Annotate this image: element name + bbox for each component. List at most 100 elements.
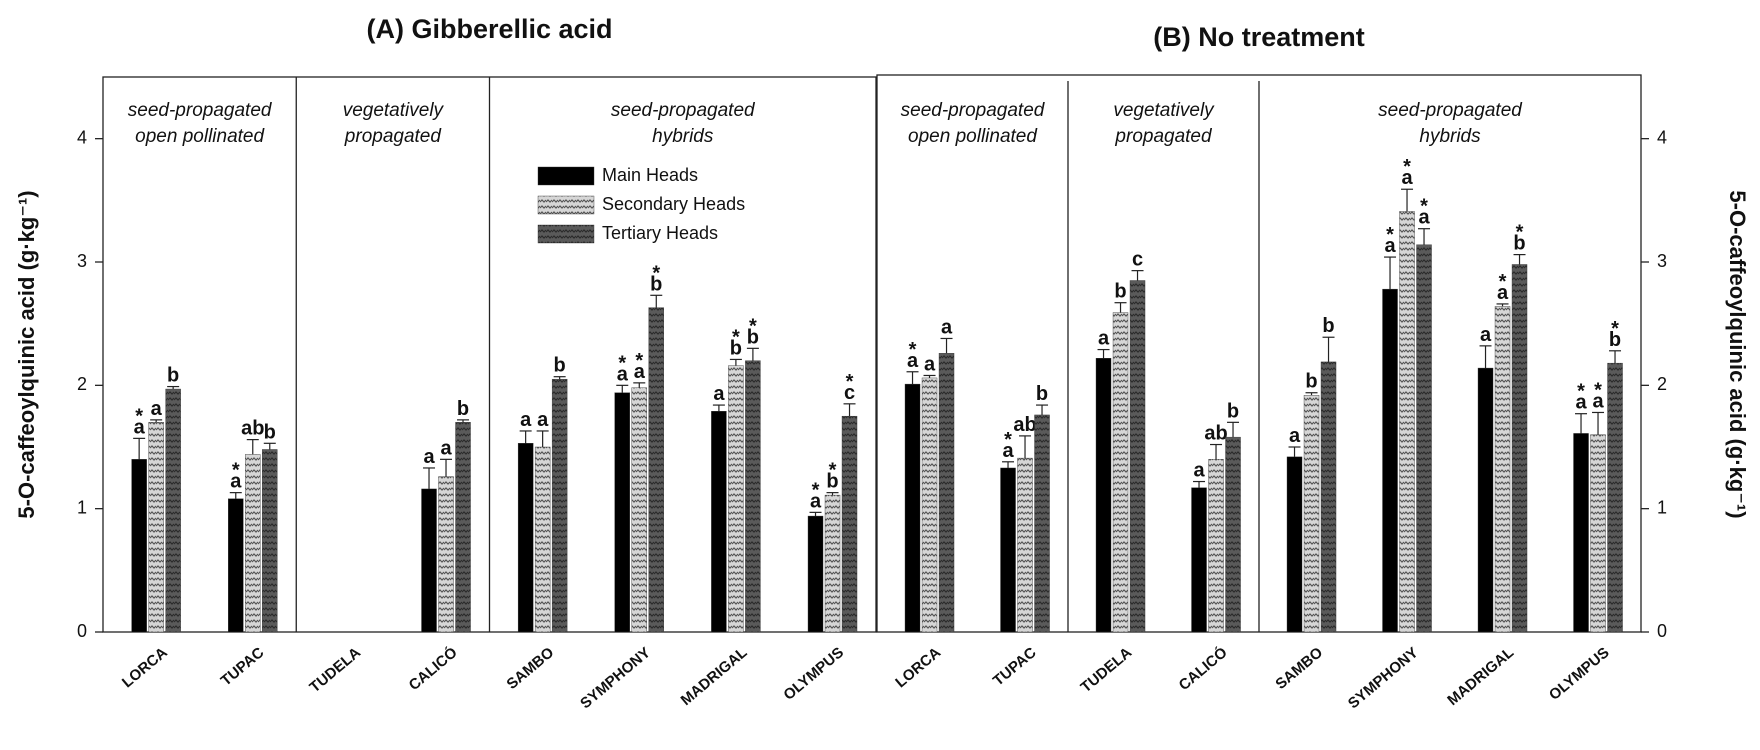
significance-mark: *	[1004, 429, 1012, 451]
bar	[824, 494, 841, 633]
error-bar	[729, 358, 742, 366]
significance-letter: a	[810, 490, 822, 512]
group-label: seed-propagated	[128, 100, 273, 121]
error-bar	[440, 458, 453, 477]
x-tick-label: TUPAC	[218, 644, 268, 690]
error-bar	[1384, 256, 1397, 290]
legend-swatch	[537, 224, 595, 244]
error-bar	[1322, 336, 1335, 362]
bar	[1034, 414, 1050, 633]
significance-mark: *	[749, 315, 757, 337]
bar	[1382, 288, 1398, 633]
significance-letter: b	[1114, 281, 1126, 303]
significance-letter: b	[457, 398, 469, 420]
group-label: open pollinated	[908, 126, 1038, 147]
y-tick-label: 3	[77, 251, 87, 271]
bar	[165, 388, 181, 633]
error-bar	[1575, 413, 1588, 434]
y-tick-label: 3	[1657, 251, 1667, 271]
significance-mark: *	[812, 479, 820, 501]
y-tick-label: 0	[77, 621, 87, 641]
error-bar	[133, 437, 146, 460]
significance-mark: *	[1499, 271, 1507, 293]
bar	[438, 476, 454, 633]
y-axis-label: 5-O-caffeoylquinic acid (g·kg⁻¹)	[1725, 190, 1750, 518]
bar	[1303, 395, 1320, 633]
y-tick-label: 1	[1657, 497, 1667, 517]
group-label: propagated	[344, 126, 443, 147]
x-tick-label: SAMBO	[504, 644, 558, 693]
error-bar	[1592, 411, 1605, 435]
error-bar	[906, 371, 919, 385]
significance-mark: *	[135, 405, 143, 427]
bar	[455, 422, 471, 633]
x-tick-label: MADRIGAL	[1444, 644, 1517, 709]
significance-letter: c	[1132, 249, 1143, 271]
significance-letter: a	[1497, 282, 1509, 304]
error-bar	[1609, 350, 1622, 364]
error-bar	[940, 337, 953, 354]
significance-letter: b	[826, 471, 838, 493]
x-tick-label: LORCA	[119, 644, 171, 691]
significance-mark: *	[1420, 196, 1428, 218]
x-tick-label: LORCA	[892, 644, 944, 691]
bar	[1112, 312, 1129, 633]
error-bar	[1193, 480, 1206, 488]
bar	[1000, 467, 1016, 633]
significance-letter: b	[1227, 400, 1239, 422]
error-bar	[843, 403, 856, 417]
bar	[148, 422, 164, 633]
bar	[614, 392, 630, 633]
error-bar	[1114, 302, 1127, 313]
bar	[131, 459, 147, 633]
significance-letter: b	[730, 337, 742, 359]
error-bar	[633, 382, 646, 388]
bar	[245, 454, 261, 633]
legend-label: Main Heads	[602, 165, 698, 185]
error-bar	[1288, 446, 1301, 457]
y-tick-label: 2	[1657, 374, 1667, 394]
significance-letter: a	[230, 471, 242, 493]
significance-letter: ab	[1204, 423, 1227, 445]
significance-letter: a	[537, 409, 549, 431]
error-bar	[826, 492, 839, 496]
significance-letter: a	[1401, 167, 1413, 189]
x-tick-label: OLYMPUS	[780, 644, 847, 704]
bar	[904, 383, 921, 633]
bar	[648, 307, 664, 633]
error-bar	[1305, 392, 1318, 396]
error-bar	[553, 376, 566, 380]
significance-letter: a	[1098, 328, 1110, 350]
bar	[421, 488, 437, 633]
bar	[728, 365, 744, 633]
bar	[841, 415, 858, 633]
bar	[807, 515, 824, 633]
group-label: seed-propagated	[901, 100, 1046, 121]
legend-label: Tertiary Heads	[602, 223, 718, 243]
error-bar	[229, 492, 242, 499]
x-tick-label: CALICÓ	[1175, 643, 1231, 694]
legend-label: Secondary Heads	[602, 194, 745, 214]
bar	[921, 377, 938, 633]
significance-letter: a	[713, 383, 725, 405]
bar	[551, 378, 568, 633]
significance-letter: a	[1289, 425, 1301, 447]
significance-letter: b	[264, 421, 276, 443]
significance-letter: b	[1305, 371, 1317, 393]
significance-letter: a	[907, 350, 919, 372]
bar	[228, 498, 244, 633]
significance-letter: b	[554, 355, 566, 377]
x-tick-label: OLYMPUS	[1546, 644, 1613, 704]
significance-letter: ab	[241, 418, 264, 440]
error-bar	[246, 439, 259, 455]
error-bar	[536, 430, 549, 447]
bar	[262, 449, 278, 633]
error-bar	[809, 511, 822, 517]
error-bar	[616, 384, 629, 393]
error-bar	[150, 419, 163, 423]
bar	[711, 411, 727, 633]
significance-mark: *	[1386, 224, 1394, 246]
error-bar	[1496, 303, 1509, 307]
x-tick-label: SYMPHONY	[1345, 644, 1422, 712]
bar	[517, 443, 534, 633]
